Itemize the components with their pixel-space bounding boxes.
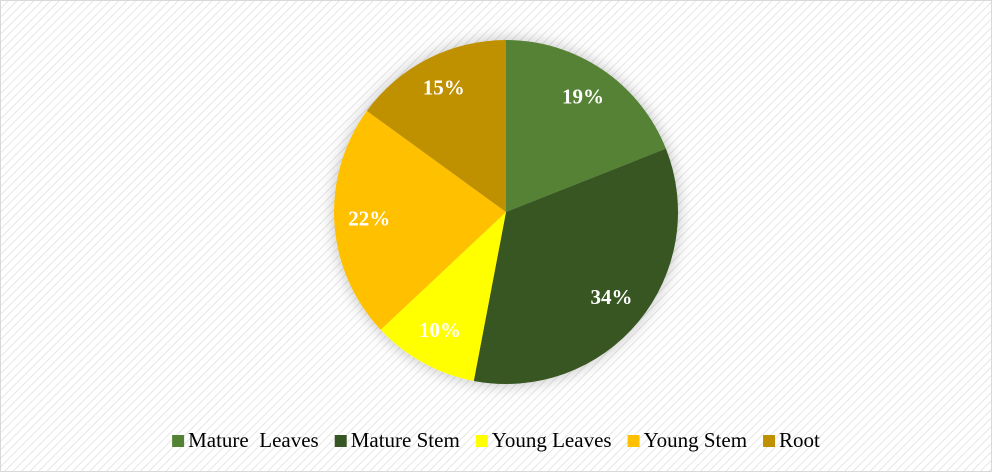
pie-slice bbox=[334, 110, 506, 330]
data-label: 34% bbox=[591, 285, 633, 309]
legend-swatch bbox=[627, 435, 640, 447]
legend-label: Mature Leaves bbox=[188, 428, 319, 452]
data-label: 19% bbox=[562, 85, 604, 109]
data-label: 15% bbox=[423, 76, 465, 100]
legend-label: Young Stem bbox=[644, 428, 747, 452]
data-label: 10% bbox=[419, 318, 461, 342]
pie-slice bbox=[506, 40, 666, 212]
legend-swatch bbox=[334, 435, 347, 447]
legend-label: Root bbox=[779, 428, 820, 452]
data-label: 22% bbox=[348, 206, 390, 230]
legend-label: Mature Stem bbox=[351, 428, 460, 452]
legend-label: Young Leaves bbox=[492, 428, 612, 452]
legend: Mature Leaves Mature Stem Young Leaves Youn… bbox=[172, 428, 820, 452]
pie-slice bbox=[380, 212, 506, 381]
pie bbox=[334, 40, 678, 384]
legend-swatch bbox=[763, 435, 776, 447]
legend-swatch bbox=[475, 435, 488, 447]
pie-slice bbox=[366, 40, 506, 212]
pie-slice bbox=[473, 148, 678, 384]
legend-swatch bbox=[172, 435, 185, 447]
